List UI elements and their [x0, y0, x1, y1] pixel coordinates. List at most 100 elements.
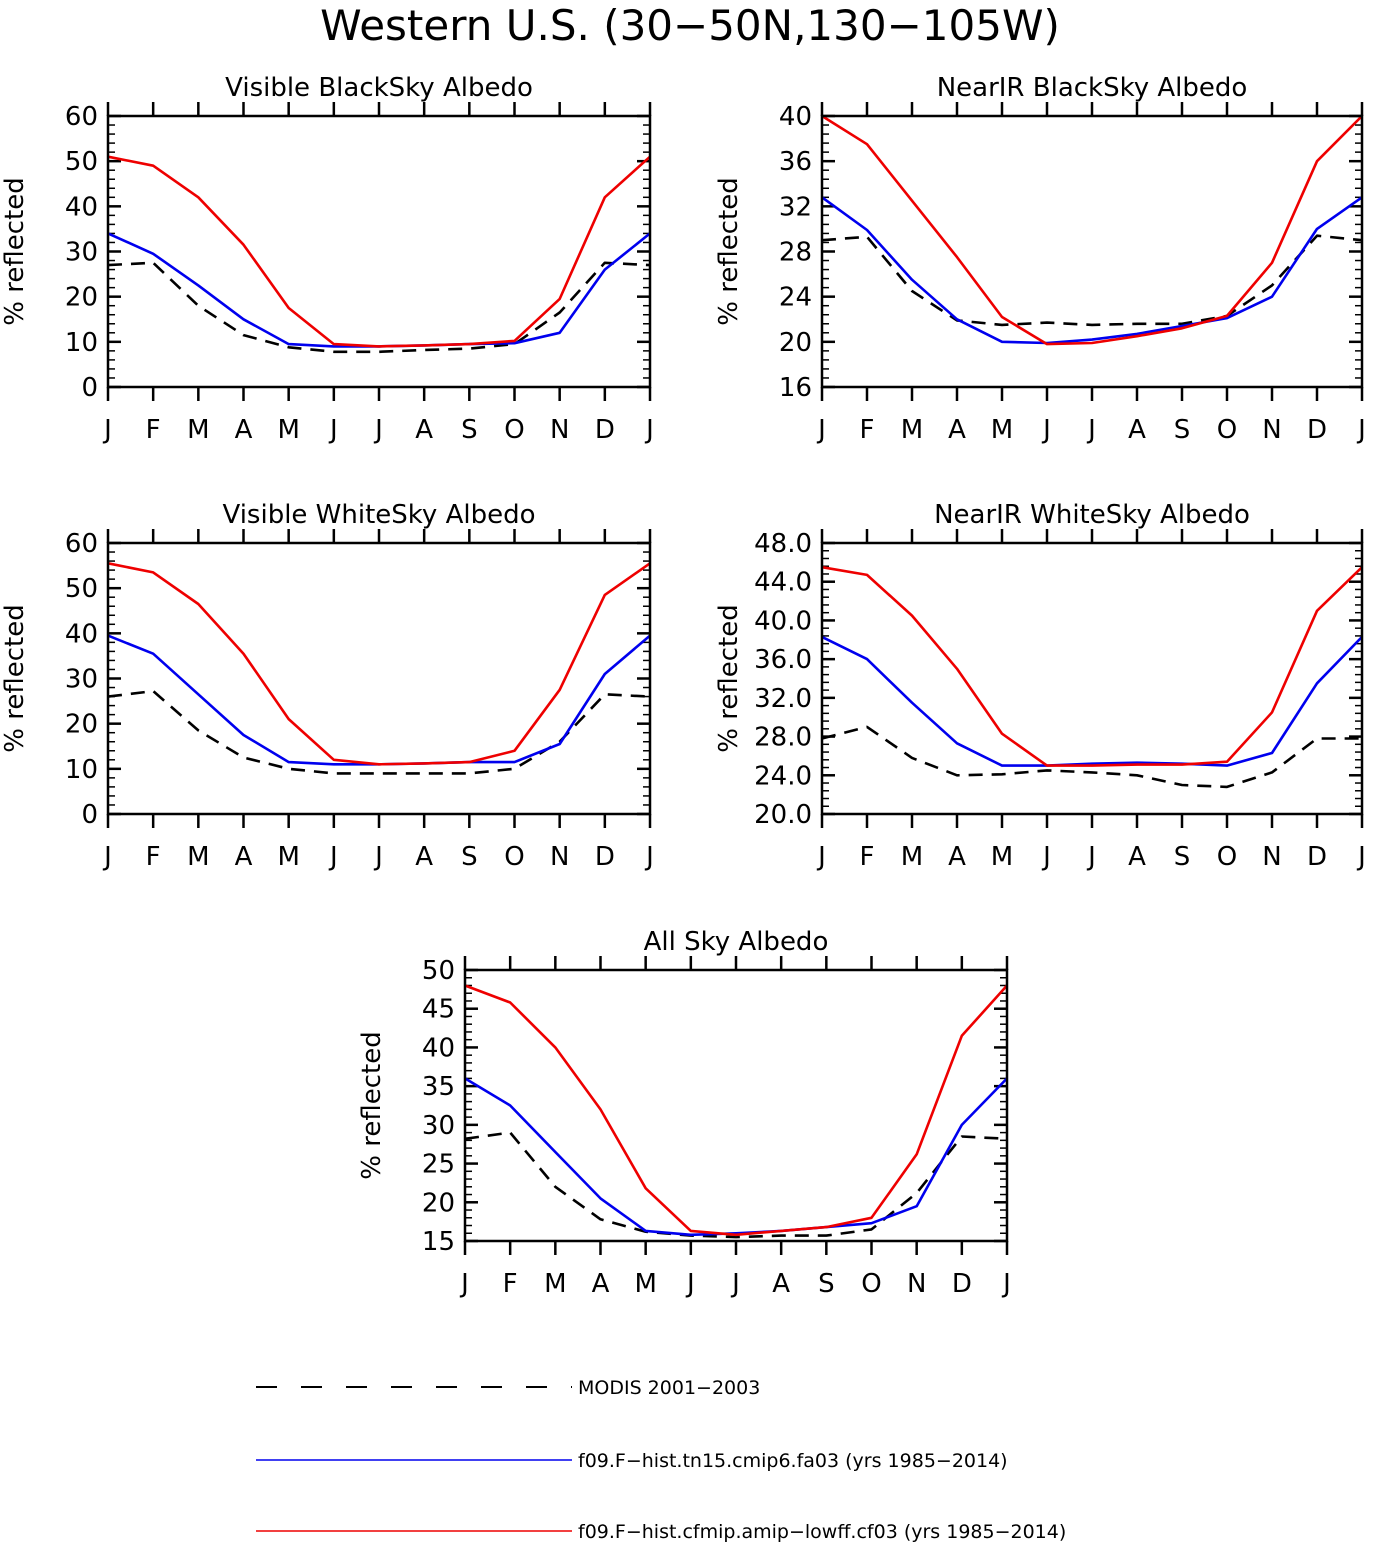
x-tick-label: J	[373, 415, 383, 445]
x-tick-label: S	[1174, 415, 1191, 445]
y-axis-label: % reflected	[0, 177, 30, 325]
chart-title: Visible BlackSky Albedo	[225, 73, 533, 103]
x-tick-label: F	[146, 842, 161, 872]
series-line-cmip6	[107, 232, 651, 348]
plot-frame	[463, 968, 1009, 1243]
x-tick-label: O	[861, 1269, 881, 1299]
y-tick-label: 15	[422, 1227, 455, 1257]
y-tick-label: 30	[422, 1111, 455, 1141]
x-tick-label: S	[818, 1269, 835, 1299]
x-tick-label: M	[277, 415, 299, 445]
x-tick-label: D	[1307, 842, 1327, 872]
x-tick-label: M	[901, 415, 923, 445]
x-tick-label: N	[550, 415, 569, 445]
x-tick-label: A	[415, 842, 433, 872]
x-tick-label: A	[772, 1269, 790, 1299]
y-axis-label: % reflected	[0, 604, 30, 752]
x-tick-label: M	[991, 842, 1013, 872]
series-line-cmip6	[821, 196, 1363, 345]
x-tick-label: M	[187, 415, 209, 445]
x-tick-label: M	[277, 842, 299, 872]
series-line-cmip6	[107, 634, 651, 766]
x-tick-label: J	[685, 1269, 695, 1299]
y-tick-label: 48.0	[754, 529, 812, 559]
x-tick-label: M	[187, 842, 209, 872]
y-tick-label: 50	[65, 147, 98, 177]
x-tick-label: J	[816, 842, 826, 872]
x-tick-label: J	[1041, 415, 1051, 445]
x-tick-label: F	[860, 842, 875, 872]
legend: MODIS 2001−2003 f09.F−hist.tn15.cmip6.fa0…	[256, 1377, 1066, 1543]
y-tick-label: 60	[65, 529, 98, 559]
legend-label: f09.F−hist.tn15.cmip6.fa03 (yrs 1985−201…	[578, 1450, 1008, 1472]
y-tick-label: 36	[779, 147, 812, 177]
y-tick-label: 20	[65, 283, 98, 313]
y-tick-label: 16	[779, 373, 812, 403]
y-tick-label: 20	[65, 710, 98, 740]
x-tick-label: J	[1086, 842, 1096, 872]
y-tick-label: 30	[65, 238, 98, 268]
x-tick-label: F	[860, 415, 875, 445]
legend-item-modis: MODIS 2001−2003	[256, 1377, 760, 1399]
x-tick-label: A	[948, 415, 966, 445]
x-tick-label: O	[504, 415, 524, 445]
x-tick-label: N	[1262, 842, 1281, 872]
x-tick-label: S	[1174, 842, 1191, 872]
figure-title: Western U.S. (30−50N,130−105W)	[320, 1, 1060, 50]
x-tick-label: N	[550, 842, 569, 872]
x-tick-label: A	[592, 1269, 610, 1299]
legend-item-cmip6: f09.F−hist.tn15.cmip6.fa03 (yrs 1985−201…	[256, 1450, 1008, 1472]
y-tick-label: 36.0	[754, 645, 812, 675]
y-tick-label: 0	[81, 800, 98, 830]
chart-title: NearIR BlackSky Albedo	[937, 73, 1248, 103]
x-tick-label: D	[1307, 415, 1327, 445]
series-line-modis	[821, 234, 1363, 327]
y-tick-label: 40	[422, 1033, 455, 1063]
x-tick-label: N	[1262, 415, 1281, 445]
x-tick-label: O	[1217, 842, 1237, 872]
plot-frame	[106, 114, 652, 389]
y-tick-label: 20	[779, 328, 812, 358]
x-tick-label: J	[1356, 415, 1366, 445]
x-tick-label: M	[901, 842, 923, 872]
chart-panel: NearIR WhiteSky Albedo % reflected 20.0 24.…	[714, 500, 1366, 872]
plot-frame	[106, 541, 652, 816]
chart-panel: Visible BlackSky Albedo % reflected 0 10 20 3…	[0, 73, 654, 445]
chart-panel: Visible WhiteSky Albedo % reflected 0 10 20 3…	[0, 500, 654, 872]
x-tick-label: D	[595, 842, 615, 872]
series-line-cmip6	[464, 1077, 1008, 1237]
y-tick-label: 35	[422, 1072, 455, 1102]
x-tick-label: A	[235, 842, 253, 872]
x-tick-label: J	[816, 415, 826, 445]
x-tick-label: F	[503, 1269, 518, 1299]
legend-label: f09.F−hist.cfmip.amip−lowff.cf03 (yrs 19…	[578, 1521, 1066, 1543]
x-tick-label: D	[952, 1269, 972, 1299]
x-tick-label: J	[459, 1269, 469, 1299]
series-line-modis	[464, 1131, 1008, 1239]
y-tick-label: 25	[422, 1150, 455, 1180]
series-line-modis	[107, 261, 651, 354]
y-tick-label: 20.0	[754, 800, 812, 830]
y-tick-label: 45	[422, 995, 455, 1025]
x-tick-label: J	[102, 842, 112, 872]
y-tick-label: 32	[779, 192, 812, 222]
x-tick-label: M	[991, 415, 1013, 445]
x-tick-label: S	[461, 415, 478, 445]
x-tick-label: O	[504, 842, 524, 872]
series-line-lowff	[464, 984, 1008, 1237]
y-axis-label: % reflected	[714, 177, 744, 325]
series-line-lowff	[107, 562, 651, 766]
y-tick-label: 20	[422, 1188, 455, 1218]
chart-panel: All Sky Albedo % reflected 15 20 25 30 35 40 45 5…	[357, 927, 1011, 1299]
x-tick-label: J	[328, 842, 338, 872]
chart-title: NearIR WhiteSky Albedo	[934, 500, 1250, 530]
x-tick-label: A	[1128, 415, 1146, 445]
y-tick-label: 0	[81, 373, 98, 403]
x-tick-label: A	[1128, 842, 1146, 872]
x-tick-label: J	[644, 415, 654, 445]
chart-panels: Visible BlackSky Albedo % reflected 0 10 20 3…	[0, 73, 1366, 1299]
x-tick-label: J	[373, 842, 383, 872]
series-line-lowff	[107, 155, 651, 348]
y-axis-label: % reflected	[357, 1031, 387, 1179]
